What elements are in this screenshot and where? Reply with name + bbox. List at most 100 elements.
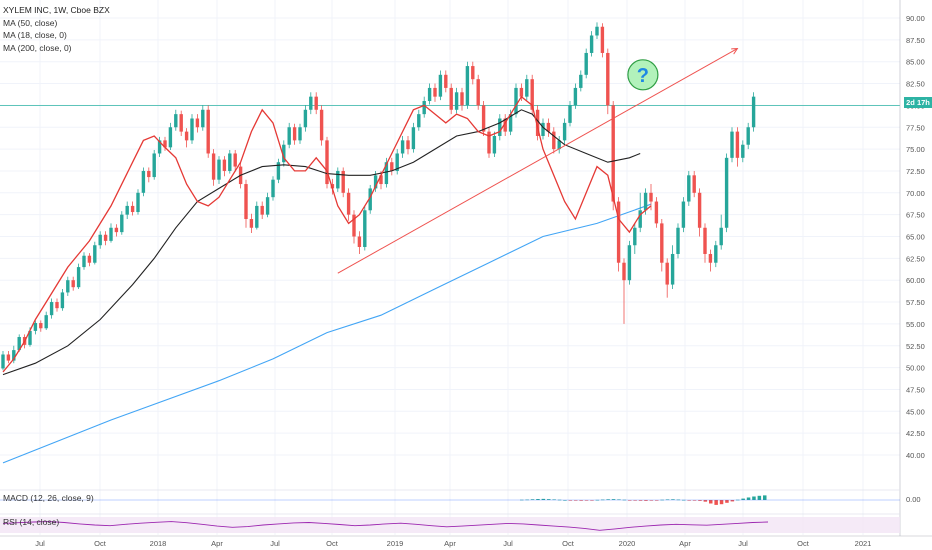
candle-up <box>276 162 281 180</box>
candle-up <box>525 79 529 97</box>
candle-up <box>298 127 302 141</box>
macd-bar <box>574 500 578 501</box>
x-tick-label: Jul <box>503 539 513 548</box>
candle-up <box>633 227 637 246</box>
candle-up <box>49 302 54 316</box>
macd-bar <box>606 499 610 500</box>
candle-up <box>681 201 686 228</box>
candle-down <box>535 109 540 136</box>
candle-up <box>33 323 38 331</box>
x-tick-label: Apr <box>679 539 691 548</box>
legend-ma-18[interactable]: MA (18, close, 0) <box>3 30 67 40</box>
x-tick-label: Apr <box>444 539 456 548</box>
ma-200-line <box>2 203 652 464</box>
candle-up <box>465 66 470 106</box>
macd-bar <box>541 498 546 500</box>
candle-down <box>622 262 626 281</box>
candle-down <box>260 205 264 215</box>
macd-bar <box>709 500 713 504</box>
macd-bar <box>552 499 556 501</box>
macd-bar <box>633 500 637 501</box>
candle-up <box>627 245 632 281</box>
candle-up <box>255 205 259 228</box>
candle-up <box>670 253 675 285</box>
candle-up <box>303 109 308 128</box>
candle-down <box>341 170 345 193</box>
macd-bar <box>644 500 648 501</box>
y-tick-label: 77.50 <box>906 123 925 132</box>
macd-bar <box>692 500 697 501</box>
candle-down <box>114 227 119 233</box>
candle-up <box>168 127 173 148</box>
candle-down <box>476 79 480 106</box>
macd-pane: 0.00 <box>0 495 921 505</box>
candle-up <box>438 74 443 97</box>
macd-bar <box>655 500 659 501</box>
y-tick-label: 65.00 <box>906 233 925 242</box>
x-tick-label: 2018 <box>150 539 167 548</box>
macd-bar <box>638 500 643 501</box>
grid-lines <box>0 0 900 535</box>
x-tick-label: 2021 <box>855 539 872 548</box>
y-tick-label: 70.00 <box>906 189 925 198</box>
y-tick-label: 90.00 <box>906 14 925 23</box>
candle-down <box>130 205 135 213</box>
y-tick-label: 67.50 <box>906 211 925 220</box>
candle-up <box>373 175 378 189</box>
ma-18-line <box>2 95 652 373</box>
candle-down <box>379 175 383 185</box>
candle-up <box>557 140 561 150</box>
candle-down <box>163 140 167 148</box>
candle-down <box>487 131 491 154</box>
macd-bar <box>757 495 762 500</box>
candle-up <box>568 105 572 123</box>
macd-label[interactable]: MACD (12, 26, close, 9) <box>3 493 94 503</box>
price-countdown-tag: 2d 17h <box>904 97 932 108</box>
candle-down <box>390 162 394 171</box>
candle-down <box>481 105 486 132</box>
y-tick-label: 60.00 <box>906 276 925 285</box>
candle-up <box>730 131 734 158</box>
macd-bar <box>687 500 691 501</box>
candle-down <box>211 153 216 180</box>
candle-down <box>616 201 621 263</box>
y-tick-label: 57.50 <box>906 298 925 307</box>
candle-up <box>76 267 81 288</box>
candle-up <box>363 210 367 247</box>
y-tick-label: 45.00 <box>906 407 925 416</box>
candle-down <box>103 234 108 241</box>
candle-up <box>508 114 513 132</box>
candle-down <box>195 118 200 128</box>
candle-down <box>546 122 551 132</box>
rsi-band <box>0 517 900 533</box>
y-tick-label: 55.00 <box>906 320 925 329</box>
candle-up <box>422 101 426 115</box>
candle-down <box>708 253 713 263</box>
candle-down <box>471 66 475 80</box>
candle-up <box>400 140 405 154</box>
legend-ma-200[interactable]: MA (200, close, 0) <box>3 42 72 53</box>
y-tick-label: 87.50 <box>906 36 925 45</box>
candle-up <box>562 122 567 141</box>
candle-down <box>147 170 151 178</box>
candle-up <box>492 135 497 154</box>
candle-up <box>643 192 648 211</box>
rsi-label[interactable]: RSI (14, close) <box>3 517 60 527</box>
candle-up <box>741 144 745 158</box>
annotation-layer: ? <box>337 49 738 274</box>
candle-up <box>1 354 5 369</box>
candle-up <box>152 153 156 178</box>
macd-bar <box>611 499 616 500</box>
macd-zero-tick: 0.00 <box>906 495 921 504</box>
candle-up <box>217 159 221 180</box>
candle-up <box>411 127 416 150</box>
x-tick-label: Oct <box>797 539 810 548</box>
candle-up <box>309 96 313 110</box>
macd-bar <box>547 499 551 500</box>
candle-down <box>552 131 556 150</box>
macd-bar <box>563 500 567 501</box>
macd-bar <box>752 496 756 500</box>
legend-ma-50[interactable]: MA (50, close) <box>3 17 58 28</box>
